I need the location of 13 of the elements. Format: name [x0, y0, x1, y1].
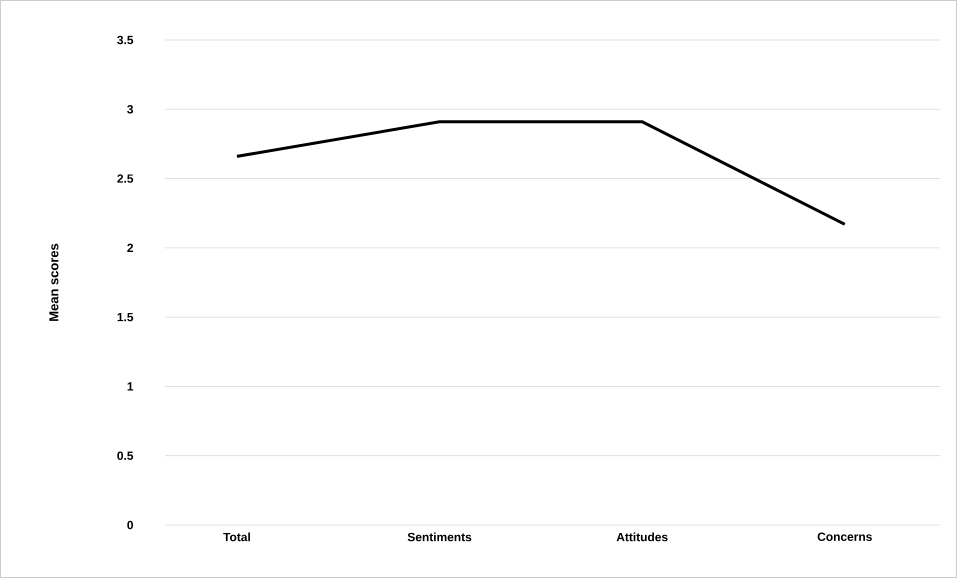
y-tick-label: 0.5 — [117, 451, 134, 460]
x-tick-label: Attitudes — [616, 532, 668, 542]
y-tick-label: 1.5 — [118, 312, 134, 322]
x-tick-label: Sentiments — [408, 532, 472, 542]
y-tick-label: 0 — [127, 520, 133, 530]
y-tick-label: 2.5 — [117, 174, 134, 183]
y-tick-label: 1 — [128, 382, 134, 391]
y-tick-label: 2 — [127, 244, 134, 252]
x-tick-label: Concerns — [818, 532, 872, 541]
x-tick-label: Total — [223, 532, 250, 542]
y-axis-title: Mean scores — [49, 244, 58, 321]
y-tick-label: 3 — [127, 105, 134, 114]
y-tick-label: 3.5 — [117, 36, 134, 44]
